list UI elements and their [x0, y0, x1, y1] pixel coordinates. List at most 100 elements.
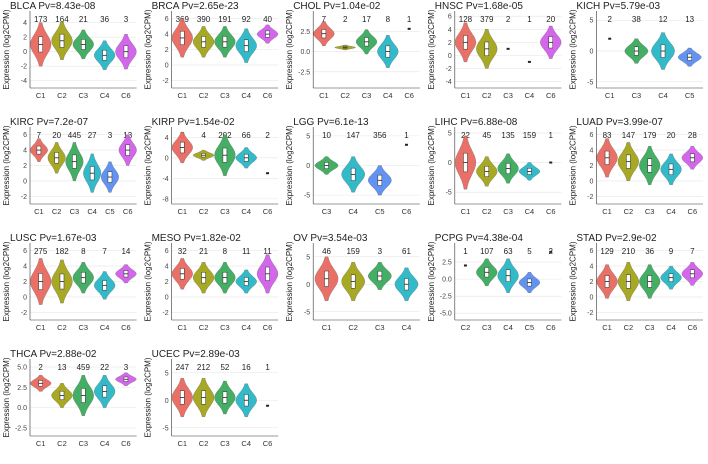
y-tick-label: 0	[589, 49, 593, 56]
y-tick-label: -4	[446, 79, 452, 86]
x-tick-label: C6	[688, 323, 698, 332]
x-tick-label: C4	[402, 323, 412, 332]
count-label: 1	[549, 131, 554, 140]
count-label: 32	[178, 247, 187, 256]
count-label: 129	[600, 247, 614, 256]
count-label: 4	[201, 131, 206, 140]
y-tick-label: -5	[304, 309, 310, 316]
x-tick-label: C2	[199, 439, 209, 448]
y-tick-label: 0.0	[17, 405, 27, 412]
count-label: 445	[68, 131, 82, 140]
x-tick-label: C2	[57, 323, 67, 332]
x-tick-label: C1	[602, 323, 612, 332]
point-C6	[407, 27, 411, 30]
panel-title: HNSC Pv=1.68e-05	[435, 1, 524, 12]
x-tick-label: C6	[404, 91, 414, 100]
y-tick-label: -5	[587, 79, 593, 86]
y-tick-label: 2.5	[442, 260, 452, 267]
x-tick-label: C4	[100, 439, 110, 448]
x-tick-label: C4	[100, 91, 110, 100]
count-label: 2	[265, 131, 270, 140]
panel-title: PCPG Pv=4.38e-04	[435, 233, 524, 244]
x-tick-label: C2	[482, 91, 492, 100]
y-tick-label: 0	[589, 178, 593, 185]
y-axis-label: Expression (log2CPM)	[285, 9, 294, 89]
count-label: 3	[108, 131, 113, 140]
count-label: 63	[504, 247, 513, 256]
point-C3	[506, 47, 510, 50]
y-tick-label: -5	[446, 190, 452, 197]
panel-title: KICH Pv=5.79e-03	[576, 1, 660, 12]
x-tick-label: C1	[319, 91, 329, 100]
y-tick-label: 6	[23, 132, 27, 139]
y-axis-label: Expression (log2CPM)	[568, 9, 577, 89]
count-label: 159	[346, 247, 360, 256]
panel-title: STAD Pv=2.9e-02	[576, 233, 657, 244]
y-tick-label: 6	[165, 248, 169, 255]
x-tick-label: C4	[241, 323, 251, 332]
count-label: 52	[220, 363, 229, 372]
count-label: 11	[242, 247, 251, 256]
x-tick-label: C2	[57, 439, 67, 448]
y-tick-label: -2	[587, 194, 593, 201]
y-axis-label: Expression (log2CPM)	[2, 357, 11, 437]
x-tick-label: C6	[121, 323, 131, 332]
count-label: 14	[121, 247, 130, 256]
y-tick-label: 2.5	[300, 29, 310, 36]
y-tick-label: -5	[304, 193, 310, 200]
count-label: 8	[386, 15, 391, 24]
y-tick-label: 2	[23, 35, 27, 42]
count-label: 356	[373, 131, 387, 140]
panel-title: UCEC Pv=2.89e-03	[152, 349, 241, 360]
count-label: 212	[197, 363, 211, 372]
point-C2	[463, 264, 467, 267]
x-tick-label: C1	[461, 91, 471, 100]
x-tick-label: C4	[241, 439, 251, 448]
count-label: 191	[218, 15, 232, 24]
count-label: 13	[58, 363, 67, 372]
y-tick-label: 5	[589, 18, 593, 25]
y-tick-label: 6	[589, 132, 593, 139]
y-tick-label: 5	[306, 254, 310, 261]
x-tick-label: C6	[546, 323, 556, 332]
y-tick-label: 5	[448, 130, 452, 137]
y-tick-label: 2	[448, 40, 452, 47]
y-axis-label: Expression (log2CPM)	[568, 125, 577, 205]
x-tick-label: C6	[546, 207, 556, 216]
x-tick-label: C1	[177, 439, 187, 448]
y-tick-label: -2	[21, 194, 27, 201]
x-tick-label: C6	[546, 91, 556, 100]
panel-title: MESO Pv=1.82e-02	[152, 233, 242, 244]
x-tick-label: C3	[503, 207, 513, 216]
x-tick-label: C5	[685, 91, 695, 100]
y-tick-label: 4	[165, 135, 169, 142]
y-axis-label: Expression (log2CPM)	[285, 241, 294, 321]
y-tick-label: 2.5	[17, 385, 27, 392]
y-axis-label: Expression (log2CPM)	[285, 125, 294, 205]
y-axis-label: Expression (log2CPM)	[427, 241, 436, 321]
count-label: 379	[480, 15, 494, 24]
x-tick-label: C6	[263, 207, 273, 216]
count-label: 36	[645, 247, 654, 256]
x-tick-label: C2	[482, 207, 492, 216]
count-label: 66	[242, 131, 251, 140]
y-tick-label: 0	[306, 163, 310, 170]
count-label: 10	[322, 131, 331, 140]
y-tick-label: 0	[306, 282, 310, 289]
x-tick-label: C2	[57, 91, 67, 100]
x-tick-label: C1	[36, 439, 46, 448]
point-C6	[404, 143, 408, 146]
x-tick-label: C4	[241, 91, 251, 100]
y-tick-label: -8	[162, 196, 168, 203]
x-tick-label: C6	[123, 207, 133, 216]
count-label: 22	[100, 363, 109, 372]
